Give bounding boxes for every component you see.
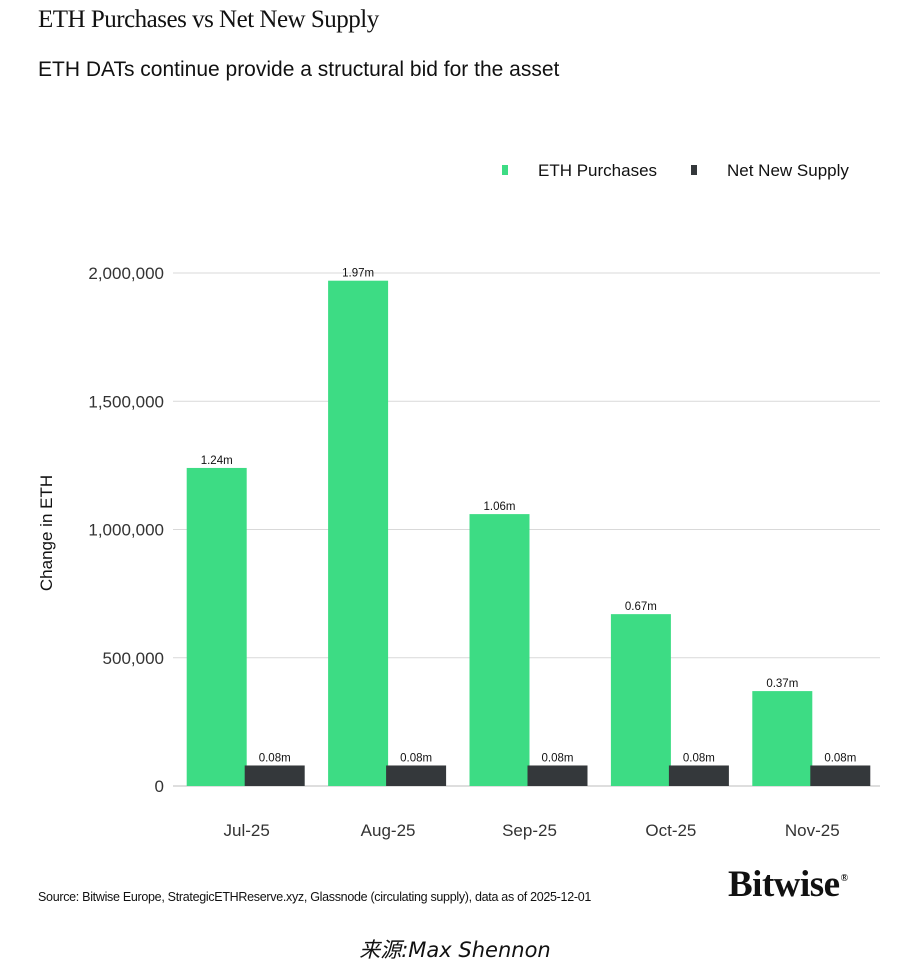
- bitwise-logo: Bitwise®: [728, 863, 848, 906]
- logo-text: Bitwise: [728, 864, 840, 905]
- data-label: 1.97m: [342, 268, 374, 280]
- bars: [186, 280, 871, 786]
- y-tick-label: 500,000: [103, 649, 164, 668]
- bar-net-new-supply: [386, 765, 447, 786]
- bar-net-new-supply: [668, 765, 729, 786]
- data-label: 0.08m: [542, 752, 574, 764]
- x-axis-ticks: Jul-25 Aug-25 Sep-25 Oct-25 Nov-25: [224, 821, 840, 840]
- data-label: 1.24m: [201, 455, 233, 467]
- legend-swatch-eth-purchases: [502, 165, 508, 175]
- x-tick-label: Oct-25: [645, 821, 696, 840]
- bar-net-new-supply: [527, 765, 588, 786]
- legend-swatch-net-new-supply: [691, 165, 697, 175]
- y-tick-label: 2,000,000: [88, 264, 164, 283]
- chart-title: ETH Purchases vs Net New Supply: [38, 6, 379, 33]
- data-label: 0.37m: [766, 678, 798, 690]
- bar-net-new-supply: [244, 765, 305, 786]
- data-label: 0.67m: [625, 601, 657, 613]
- bar-net-new-supply: [810, 765, 871, 786]
- data-label: 0.08m: [824, 752, 856, 764]
- data-label: 0.08m: [259, 752, 291, 764]
- data-label: 0.08m: [400, 752, 432, 764]
- y-axis-label: Change in ETH: [37, 475, 56, 591]
- x-tick-label: Aug-25: [361, 821, 416, 840]
- legend-label-net-new-supply: Net New Supply: [727, 161, 849, 180]
- legend: ETH Purchases Net New Supply: [502, 161, 849, 180]
- bar-eth-purchases: [752, 691, 813, 786]
- chart-subtitle: ETH DATs continue provide a structural b…: [38, 58, 560, 81]
- image-credit: 来源:Max Shennon: [359, 938, 551, 962]
- y-tick-label: 1,500,000: [88, 392, 164, 411]
- bar-chart: 0 500,000 1,000,000 1,500,000 2,000,000 Chan…: [37, 161, 880, 840]
- data-labels: 1.24m 0.08m 1.97m 0.08m 1.06m 0.08m 0.67m 0.08m…: [201, 268, 857, 765]
- legend-label-eth-purchases: ETH Purchases: [538, 161, 657, 180]
- data-label: 1.06m: [484, 501, 516, 513]
- x-tick-label: Sep-25: [502, 821, 557, 840]
- x-tick-label: Nov-25: [785, 821, 840, 840]
- y-tick-label: 0: [155, 777, 164, 796]
- bar-eth-purchases: [328, 280, 389, 786]
- y-axis-ticks: 0 500,000 1,000,000 1,500,000 2,000,000: [88, 264, 164, 796]
- y-tick-label: 1,000,000: [88, 521, 164, 540]
- source-note: Source: Bitwise Europe, StrategicETHRese…: [38, 890, 592, 904]
- registered-mark-icon: ®: [840, 873, 848, 884]
- bar-eth-purchases: [469, 514, 530, 786]
- bar-eth-purchases: [610, 614, 671, 786]
- bar-eth-purchases: [186, 467, 247, 786]
- data-label: 0.08m: [683, 752, 715, 764]
- x-tick-label: Jul-25: [224, 821, 270, 840]
